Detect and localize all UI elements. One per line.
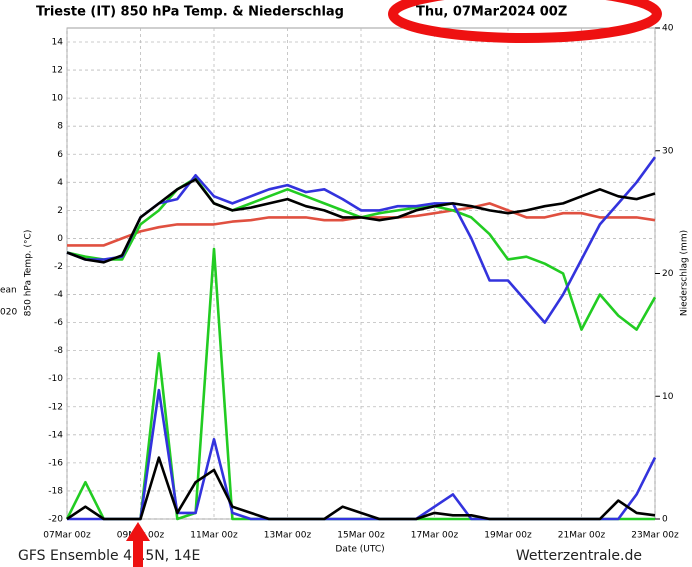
side-label: ean xyxy=(0,286,17,296)
y-tick-label: 12 xyxy=(52,66,63,76)
plot-area: -20-18-16-14-12-10-8-6-4-202468101214010… xyxy=(43,24,679,541)
x-tick-label: 07Mar 00z xyxy=(43,531,91,541)
y2-tick-label: 20 xyxy=(662,269,674,279)
x-tick-label: 13Mar 00z xyxy=(264,531,312,541)
y-tick-label: -10 xyxy=(48,374,63,384)
highlight-ellipse xyxy=(388,0,662,43)
side-label: 020 xyxy=(0,308,17,318)
arrow xyxy=(126,522,150,567)
y2-axis-label: Niederschlag (mm) xyxy=(680,230,690,316)
footer-right: Wetterzentrale.de xyxy=(516,548,642,564)
x-tick-label: 19Mar 00z xyxy=(484,531,532,541)
y2-tick-label: 40 xyxy=(662,24,674,34)
series-line xyxy=(66,156,657,324)
y-tick-label: -6 xyxy=(54,318,63,328)
y-tick-label: 10 xyxy=(52,94,64,104)
y-tick-label: 2 xyxy=(57,206,63,216)
y-tick-label: 8 xyxy=(57,122,63,132)
y-tick-label: -2 xyxy=(54,262,63,272)
x-tick-label: 15Mar 00z xyxy=(337,531,385,541)
x-tick-label: 21Mar 00z xyxy=(558,531,606,541)
chart-title: Trieste (IT) 850 hPa Temp. & Niederschla… xyxy=(36,5,344,20)
x-axis-label: Date (UTC) xyxy=(335,545,384,555)
y-tick-label: -8 xyxy=(54,346,63,356)
y-tick-label: 0 xyxy=(57,234,63,244)
y-tick-label: -18 xyxy=(48,486,63,496)
y-tick-label: -4 xyxy=(54,290,63,300)
series-line xyxy=(66,178,656,264)
y2-tick-label: 10 xyxy=(662,392,674,402)
series-line xyxy=(66,456,656,521)
y2-tick-label: 0 xyxy=(662,515,668,525)
run-date: Thu, 07Mar2024 00Z xyxy=(416,5,567,20)
y-tick-label: -16 xyxy=(48,458,63,468)
y-axis-label: 850 hPa Temp. (°C) xyxy=(24,230,34,317)
x-tick-label: 11Mar 00z xyxy=(190,531,238,541)
x-tick-label: 17Mar 00z xyxy=(411,531,459,541)
x-tick-label: 23Mar 00z xyxy=(631,531,679,541)
y-tick-label: -20 xyxy=(48,515,63,525)
y-tick-label: 6 xyxy=(57,150,63,160)
y-tick-label: -12 xyxy=(48,402,63,412)
y-tick-label: -14 xyxy=(48,430,63,440)
y2-tick-label: 30 xyxy=(662,146,674,156)
y-tick-label: 4 xyxy=(57,178,63,188)
y-tick-label: 14 xyxy=(52,38,64,48)
footer-left: GFS Ensemble 45.5N, 14E xyxy=(18,548,200,564)
